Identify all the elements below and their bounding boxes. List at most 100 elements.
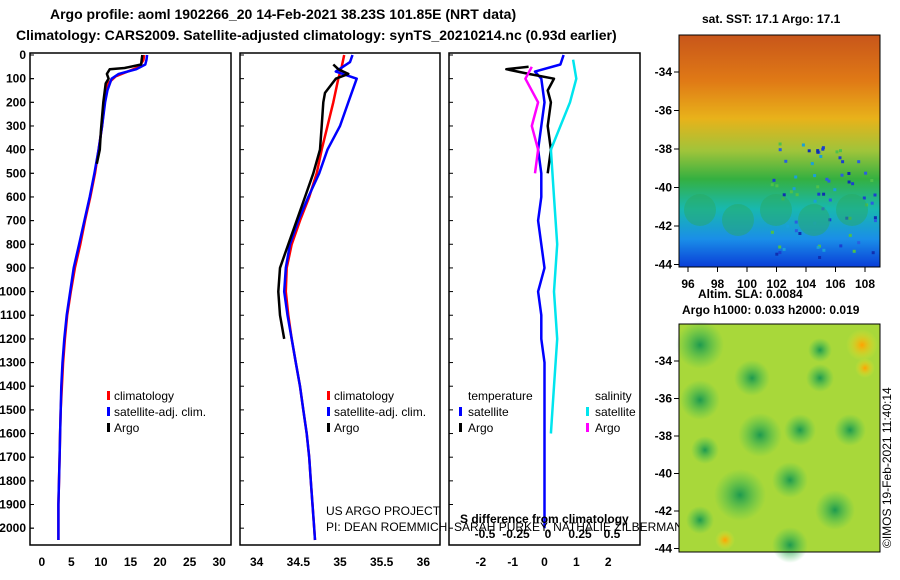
depth-tick: 1000 [0,285,26,299]
sla-map [676,321,881,563]
series-line [277,63,350,340]
sst-pixel [852,249,856,253]
imos-credit: ©IMOS 19-Feb-2021 11:40:14 [880,387,894,548]
x-tick: 30 [212,555,226,569]
depth-tick: 400 [6,143,26,157]
sla-lat-ticks: -34 -36 -38 -40 -42 -44 [655,354,679,556]
sla-map-frame [678,323,881,553]
depth-tick: 1600 [0,427,26,441]
depth-tick: 1200 [0,332,26,346]
series-line [533,54,565,529]
sst-pixel [828,218,832,222]
sst-lon-ticks: 96 98 100 102 104 106 108 [681,267,875,291]
depth-tick: 0 [19,48,26,62]
sst-pixel [781,197,785,201]
sst-pixel [848,216,852,220]
sst-pixel [873,193,877,197]
secondary-x-tick: 0 [545,527,552,541]
secondary-x-tick: 0.5 [604,527,621,541]
sst-pixel [874,219,877,223]
series-line [524,66,540,174]
x-tick: 34 [250,555,264,569]
x-tick: 0 [541,555,548,569]
difference-series [449,54,578,529]
sst-pixel [822,192,826,196]
sst-pixel [841,160,845,164]
legend-label: satellite [595,405,636,419]
sst-pixel [801,143,805,147]
legend-swatch [586,407,589,416]
lon-tick: 104 [796,277,816,291]
sst-pixel [873,216,877,220]
x-tick: 2 [605,555,612,569]
lat-tick: -38 [655,429,673,443]
lat-tick: -38 [655,142,673,156]
depth-tick: 500 [6,166,26,180]
lat-tick: -34 [655,354,673,368]
x-tick: 34.5 [287,555,311,569]
sst-pixel [839,149,842,153]
lon-tick: 100 [737,277,757,291]
legend-swatch [107,423,110,432]
depth-tick: 1400 [0,379,26,393]
sst-pixel [794,229,798,233]
legend-difference: temperature salinity satellite Argo sate… [459,389,636,435]
sla-texture [676,321,878,563]
x-tick: 5 [68,555,75,569]
x-tick: 0 [38,555,45,569]
series-line [57,54,149,540]
x-tick: 15 [124,555,138,569]
legend-label: Argo [595,421,621,435]
sst-pixel [845,216,849,220]
depth-tick: 1900 [0,498,26,512]
depth-tick: 1800 [0,474,26,488]
sst-pixel [792,187,796,191]
sst-pixel [789,190,793,194]
x-tick: 25 [183,555,197,569]
x-tick-labels: 0 5 10 15 20 25 30 34 34.5 35 35.5 36 -2 -1 0 1 2 -0.5 -0.… [38,527,620,569]
sst-eddy [684,194,716,226]
lat-tick: -34 [655,65,673,79]
sst-map-frame [678,34,881,268]
sst-pixel [778,245,782,249]
sla-low [815,490,855,530]
temperature-series [30,54,149,540]
sst-eddy [798,204,830,236]
depth-tick: 200 [6,95,26,109]
sla-low [680,380,720,420]
sst-pixel [813,221,817,225]
x-tick: 35.5 [370,555,394,569]
sla-low [772,462,808,498]
x-tick: 1 [573,555,580,569]
legend-label: Argo [468,421,494,435]
sst-pixel [778,251,782,255]
sst-pixel [794,220,798,224]
depth-tick: 800 [6,237,26,251]
depth-tick: 600 [6,190,26,204]
sla-high [846,329,878,361]
sst-map-title: sat. SST: 17.1 Argo: 17.1 [702,12,841,26]
legend-label: climatology [334,389,394,403]
sst-pixel [827,179,831,183]
lat-tick: -42 [655,219,673,233]
sst-pixel [813,174,817,178]
sst-pixel [775,184,779,188]
x-tick: 36 [417,555,431,569]
sst-pixel [782,247,786,251]
sst-pixel [813,199,817,203]
sla-title-line2: Argo h1000: 0.033 h2000: 0.019 [682,303,860,317]
sst-pixel [821,147,825,151]
sla-low [808,338,832,362]
lon-tick: 102 [766,277,786,291]
sst-lat-ticks: -34 -36 -38 -40 -42 -44 [655,65,679,272]
sst-pixel [772,178,776,182]
legend-swatch [327,407,330,416]
legend-label: satellite-adj. clim. [114,405,206,419]
depth-tick-labels: 0 100 200 300 400 500 600 700 800 900 1000 1100 1200… [0,48,26,535]
lon-tick: 96 [681,277,695,291]
lat-tick: -44 [655,258,673,272]
series-line [505,65,556,174]
sla-low [784,414,816,446]
sst-pixel [778,142,782,146]
legend-label: climatology [114,389,174,403]
